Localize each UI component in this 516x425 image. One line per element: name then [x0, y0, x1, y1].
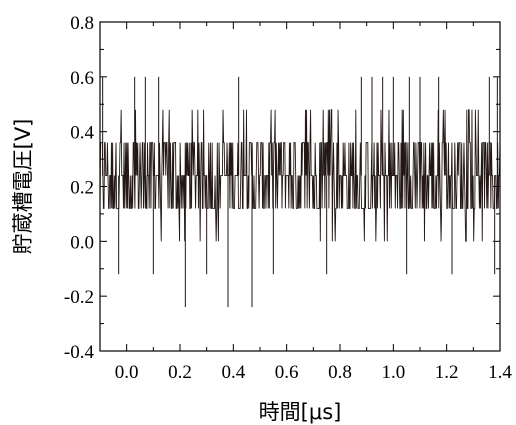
- x-tick-labels: 0.0 0.2 0.4 0.6 0.8 1.0 1.2 1.4: [115, 362, 513, 383]
- x-tick-label: 0.2: [168, 362, 192, 383]
- y-tick-label: 0.4: [70, 123, 94, 144]
- x-tick-label: 0.8: [328, 362, 352, 383]
- y-tick-label: -0.4: [64, 342, 95, 363]
- y-tick-label: 0.6: [70, 68, 94, 89]
- x-tick-label: 0.0: [115, 362, 139, 383]
- x-tick-label: 1.4: [488, 362, 512, 383]
- y-tick-label: -0.2: [64, 287, 94, 308]
- signal-line: [99, 109, 501, 242]
- x-tick-label: 0.4: [221, 362, 245, 383]
- x-tick-label: 1.2: [435, 362, 459, 383]
- x-tick-label: 1.0: [381, 362, 405, 383]
- x-tick-label: 0.6: [275, 362, 299, 383]
- y-tick-label: 0.2: [70, 178, 94, 199]
- y-axis-title: 貯蔵槽電圧[V]: [11, 119, 35, 255]
- axis-ticks: [99, 21, 501, 352]
- y-tick-label: 0.0: [70, 232, 94, 253]
- x-axis-title: 時間[μs]: [259, 400, 342, 424]
- signal-trace: [99, 109, 501, 242]
- y-tick-labels: -0.4 -0.2 0.0 0.2 0.4 0.6 0.8: [64, 13, 95, 363]
- y-tick-label: 0.8: [70, 13, 94, 34]
